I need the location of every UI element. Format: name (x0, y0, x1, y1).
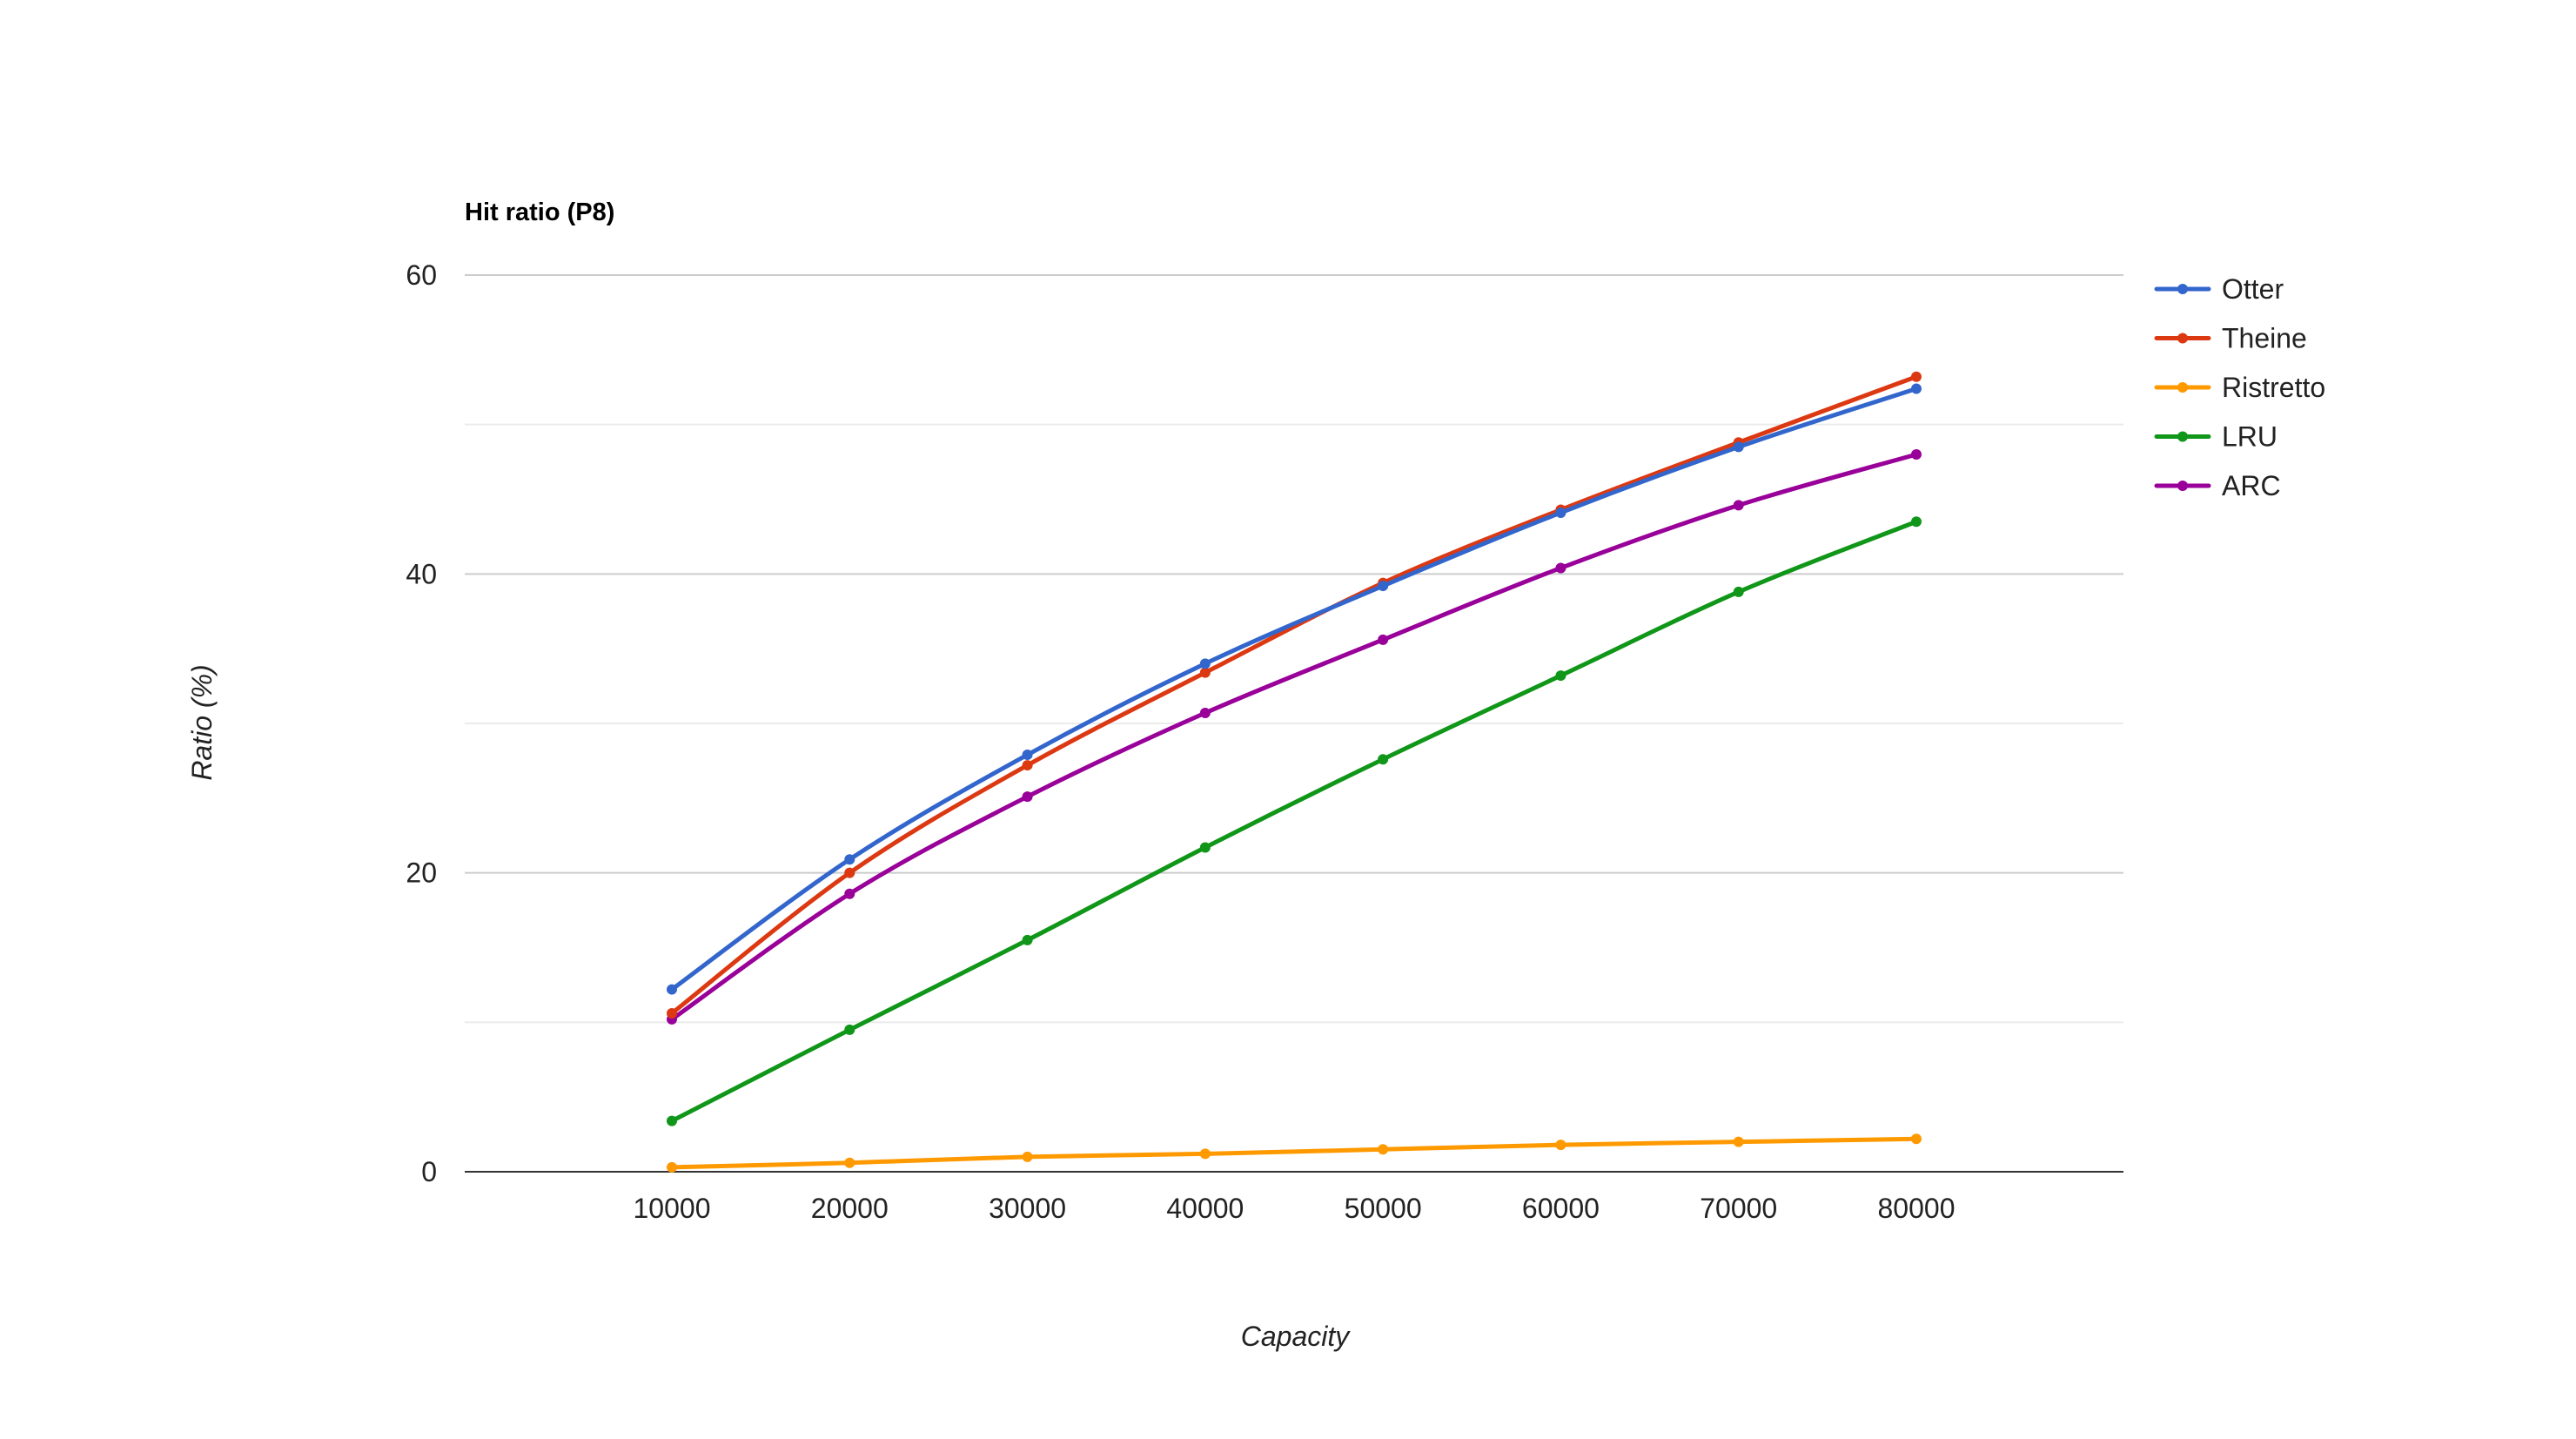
data-point-lru (1555, 670, 1566, 682)
series-line-otter (669, 386, 1919, 992)
data-point-arc (1733, 500, 1744, 511)
y-axis-ticks: 0 20 40 60 (406, 259, 437, 1187)
y-tick-label: 0 (421, 1156, 437, 1187)
legend-label-otter: Otter (2222, 273, 2284, 305)
y-tick-label: 60 (406, 259, 437, 291)
y-tick-label: 20 (406, 857, 437, 889)
data-point-lru (667, 1115, 677, 1126)
legend-label-arc: ARC (2222, 470, 2281, 501)
x-tick-label: 60000 (1522, 1193, 1600, 1224)
x-axis-ticks: 10000 20000 30000 40000 50000 60000 70000 80000 (634, 1193, 1955, 1224)
data-point-lru (1199, 842, 1211, 853)
data-point-ristretto (1911, 1133, 1922, 1145)
data-point-ristretto (1555, 1140, 1566, 1151)
series-arc (667, 449, 1922, 1025)
data-point-theine (1199, 667, 1211, 678)
x-tick-label: 80000 (1878, 1193, 1955, 1224)
series-line-arc (669, 452, 1919, 1022)
data-point-otter (1022, 750, 1033, 761)
data-point-ristretto (667, 1161, 677, 1173)
y-axis-label: Ratio (%) (186, 664, 218, 780)
x-tick-label: 30000 (989, 1193, 1066, 1224)
legend-marker-arc (2177, 481, 2188, 491)
legend: Otter Theine Ristretto LRU ARC (2154, 273, 2325, 501)
legend-marker-lru (2177, 431, 2188, 442)
x-tick-label: 20000 (811, 1193, 889, 1224)
series-line-theine (669, 374, 1919, 1016)
x-tick-label: 70000 (1700, 1193, 1777, 1224)
legend-marker-theine (2177, 333, 2188, 344)
data-point-lru (1378, 754, 1389, 765)
data-point-lru (1733, 586, 1744, 597)
data-point-otter (1555, 507, 1566, 518)
data-point-theine (844, 867, 855, 878)
legend-item-theine: Theine (2154, 323, 2307, 354)
data-point-otter (1733, 441, 1744, 453)
data-point-theine (1911, 371, 1922, 382)
legend-item-arc: ARC (2154, 470, 2281, 501)
legend-item-otter: Otter (2154, 273, 2284, 305)
legend-label-ristretto: Ristretto (2222, 372, 2325, 403)
data-point-theine (1022, 760, 1033, 771)
legend-label-theine: Theine (2222, 323, 2307, 354)
data-point-arc (1199, 707, 1211, 718)
legend-label-lru: LRU (2222, 421, 2277, 453)
data-point-lru (1022, 934, 1033, 945)
data-point-arc (1911, 449, 1922, 460)
series-line-ristretto (669, 1136, 1919, 1170)
data-point-otter (1378, 581, 1389, 592)
legend-marker-otter (2177, 284, 2188, 294)
series-lru (667, 516, 1922, 1126)
y-tick-label: 40 (406, 558, 437, 589)
legend-item-lru: LRU (2154, 421, 2277, 453)
data-point-lru (1911, 516, 1922, 528)
data-point-ristretto (1199, 1148, 1211, 1160)
gridlines (465, 274, 2123, 1024)
series-line-lru (669, 519, 1919, 1124)
data-point-lru (844, 1024, 855, 1035)
series-lines (667, 371, 1922, 1173)
data-point-arc (1022, 791, 1033, 803)
data-point-theine (667, 1008, 677, 1019)
data-point-ristretto (1378, 1144, 1389, 1155)
data-point-ristretto (1022, 1151, 1033, 1162)
series-otter (667, 383, 1922, 995)
series-ristretto (667, 1133, 1922, 1173)
legend-item-ristretto: Ristretto (2154, 372, 2325, 403)
data-point-ristretto (1733, 1136, 1744, 1147)
data-point-arc (844, 888, 855, 899)
data-point-arc (1555, 562, 1566, 574)
data-point-otter (844, 854, 855, 865)
series-theine (667, 371, 1922, 1019)
chart-title: Hit ratio (P8) (465, 198, 614, 226)
data-point-arc (1378, 634, 1389, 645)
data-point-ristretto (844, 1157, 855, 1168)
x-axis-label: Capacity (1241, 1321, 1352, 1352)
x-tick-label: 40000 (1166, 1193, 1244, 1224)
data-point-otter (1911, 383, 1922, 394)
x-tick-label: 50000 (1345, 1193, 1422, 1224)
data-point-otter (1199, 658, 1211, 669)
x-tick-label: 10000 (634, 1193, 711, 1224)
data-point-otter (667, 984, 677, 995)
legend-marker-ristretto (2177, 382, 2188, 393)
